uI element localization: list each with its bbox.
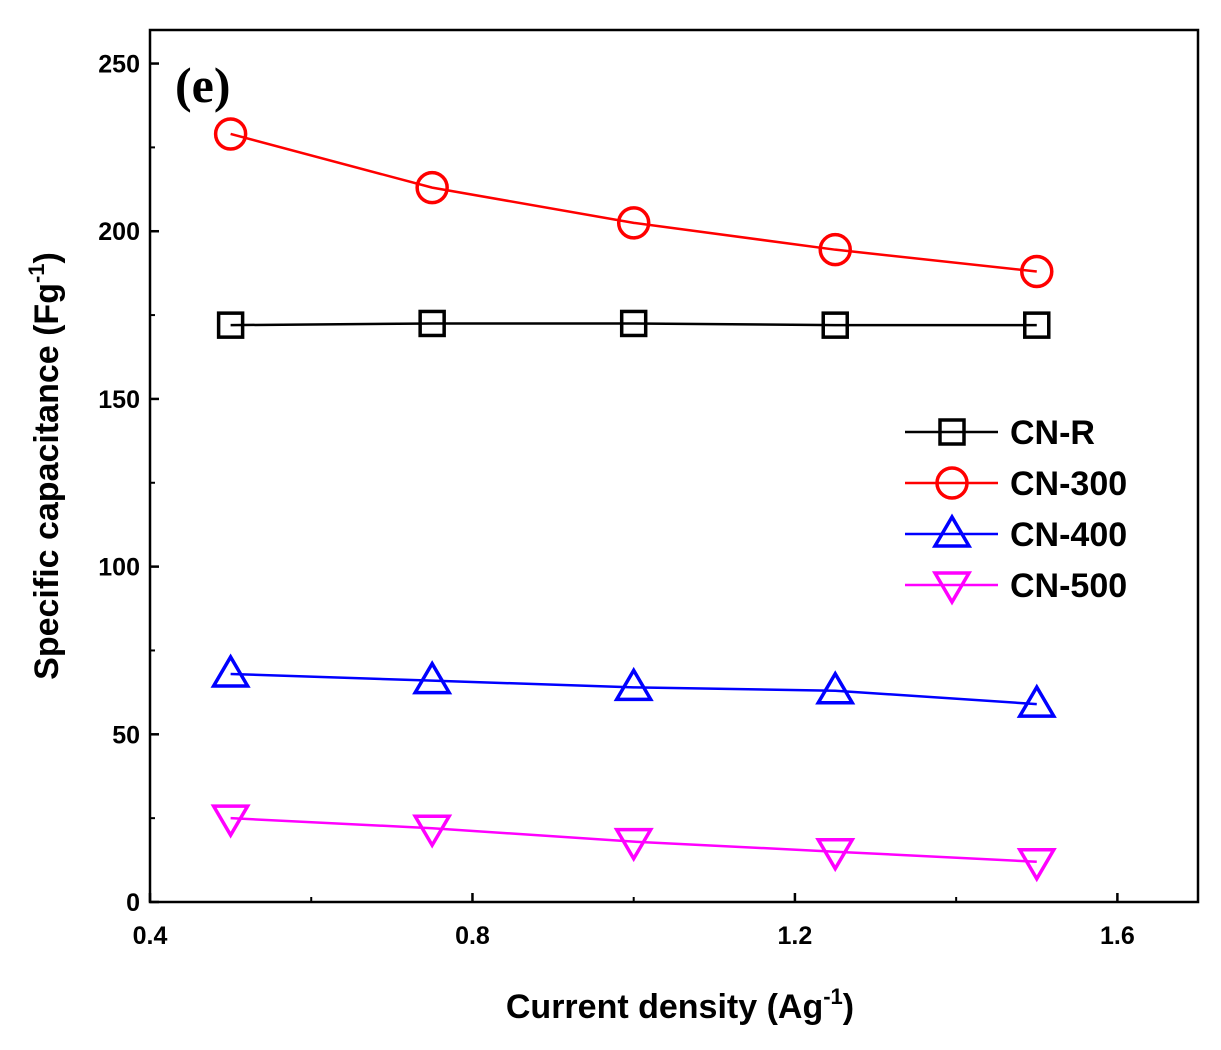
data-point-cn-300 (616, 206, 651, 240)
data-point-cn-300 (818, 232, 852, 267)
legend-marker-cn-400 (931, 513, 973, 548)
x-tick-label: 1.2 (778, 922, 813, 950)
data-point-cn-r (418, 309, 446, 338)
data-point-cn-400 (1016, 683, 1057, 718)
y-tick-label: 200 (98, 218, 140, 246)
x-tick-label: 1.6 (1100, 922, 1135, 950)
series-line-cn-300 (230, 132, 1037, 273)
series-line-cn-500 (230, 816, 1037, 864)
y-axis-title-sup: -1 (24, 263, 49, 283)
y-tick-label: 100 (98, 554, 140, 582)
data-point-cn-300 (1020, 254, 1054, 289)
series-line-cn-r (230, 322, 1037, 327)
legend-marker-cn-500 (931, 571, 973, 606)
data-point-cn-500 (210, 804, 251, 839)
data-point-cn-300 (213, 117, 248, 151)
data-point-cn-r (216, 311, 245, 339)
x-tick-label: 0.8 (455, 922, 490, 950)
series-markers (210, 117, 1057, 883)
series-lines (230, 132, 1037, 864)
legend-label-cn-500: CN-500 (1010, 567, 1127, 605)
y-tick-label: 250 (98, 51, 140, 79)
panel-label: (e) (175, 57, 231, 113)
data-point-cn-r (1023, 311, 1051, 339)
legend: CN-R CN-300 CN-400 CN-500 (905, 414, 1127, 606)
legend-label-cn-300: CN-300 (1010, 465, 1127, 503)
y-tick-label: 50 (112, 721, 140, 749)
data-point-cn-300 (415, 170, 449, 205)
y-axis-title: Specific capacitance (Fg-1) (24, 252, 66, 680)
data-point-cn-500 (1016, 848, 1057, 883)
data-point-cn-500 (412, 814, 453, 849)
y-tick-label: 150 (98, 386, 140, 414)
legend-marker-cn-300 (935, 466, 969, 500)
data-point-cn-400 (412, 660, 453, 695)
y-tick-label: 0 (126, 889, 140, 917)
data-point-cn-r (821, 311, 849, 339)
data-point-cn-r (619, 309, 648, 338)
data-point-cn-500 (613, 827, 654, 863)
legend-label-cn-400: CN-400 (1010, 516, 1127, 554)
legend-marker-cn-r (938, 418, 966, 446)
data-point-cn-400 (815, 670, 856, 705)
data-point-cn-400 (613, 666, 654, 702)
y-axis: 0 50 100 150 200 250 (98, 51, 159, 917)
x-axis-title: Current density (Ag-1) (506, 984, 854, 1026)
x-axis-title-main: Current density (Ag (506, 988, 823, 1026)
x-axis-title-close: ) (843, 988, 854, 1026)
x-axis: 0.4 0.8 1.2 1.6 (133, 893, 1135, 950)
legend-label-cn-r: CN-R (1010, 414, 1095, 452)
y-axis-title-close: ) (28, 252, 66, 263)
series-line-cn-400 (230, 672, 1037, 706)
plot-frame (148, 28, 1200, 904)
y-axis-title-main: Specific capacitance (Fg (28, 283, 66, 680)
data-point-cn-400 (210, 653, 251, 688)
x-tick-label: 0.4 (133, 922, 168, 950)
data-point-cn-500 (815, 837, 856, 873)
x-axis-title-sup: -1 (823, 984, 843, 1009)
